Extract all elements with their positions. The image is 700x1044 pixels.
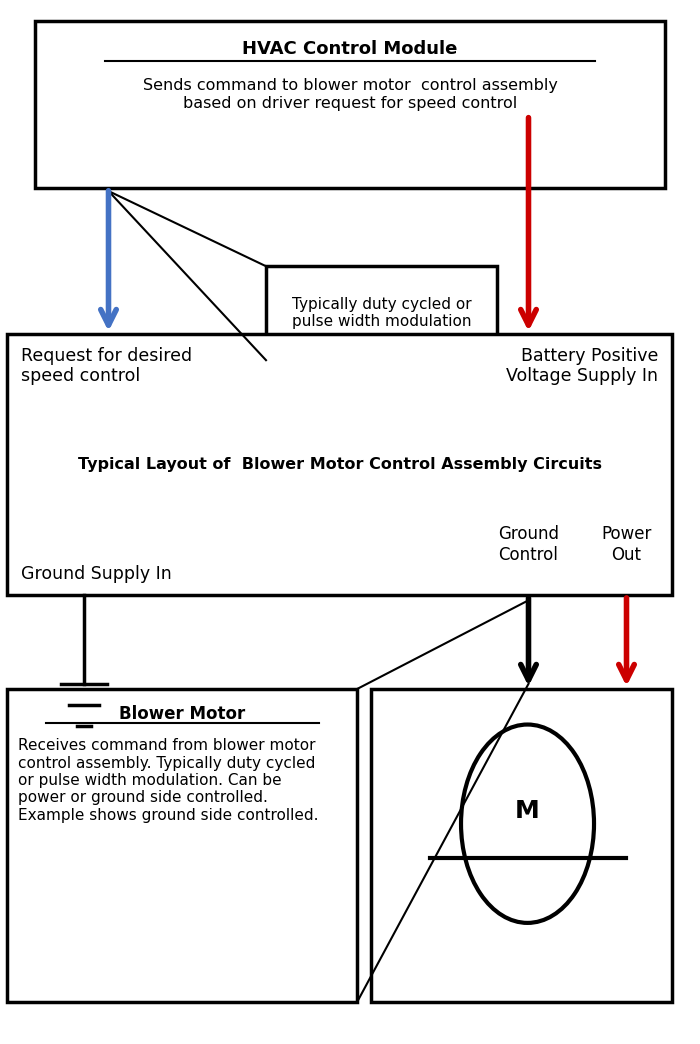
FancyBboxPatch shape <box>7 689 357 1002</box>
Text: Battery Positive
Voltage Supply In: Battery Positive Voltage Supply In <box>506 347 658 385</box>
Text: Ground Supply In: Ground Supply In <box>21 565 172 583</box>
Text: HVAC Control Module: HVAC Control Module <box>242 40 458 57</box>
FancyBboxPatch shape <box>35 21 665 188</box>
Text: Typically duty cycled or
pulse width modulation: Typically duty cycled or pulse width mod… <box>292 296 471 330</box>
FancyBboxPatch shape <box>371 689 672 1002</box>
Text: Power
Out: Power Out <box>601 525 652 564</box>
Text: Blower Motor: Blower Motor <box>119 705 245 722</box>
Text: Typical Layout of  Blower Motor Control Assembly Circuits: Typical Layout of Blower Motor Control A… <box>78 457 601 472</box>
Text: Request for desired
speed control: Request for desired speed control <box>21 347 192 385</box>
Text: Ground
Control: Ground Control <box>498 525 559 564</box>
FancyBboxPatch shape <box>266 266 497 360</box>
Text: Receives command from blower motor
control assembly. Typically duty cycled
or pu: Receives command from blower motor contr… <box>18 738 318 823</box>
FancyBboxPatch shape <box>7 334 672 595</box>
Text: Sends command to blower motor  control assembly
based on driver request for spee: Sends command to blower motor control as… <box>143 78 557 111</box>
Text: M: M <box>515 800 540 823</box>
